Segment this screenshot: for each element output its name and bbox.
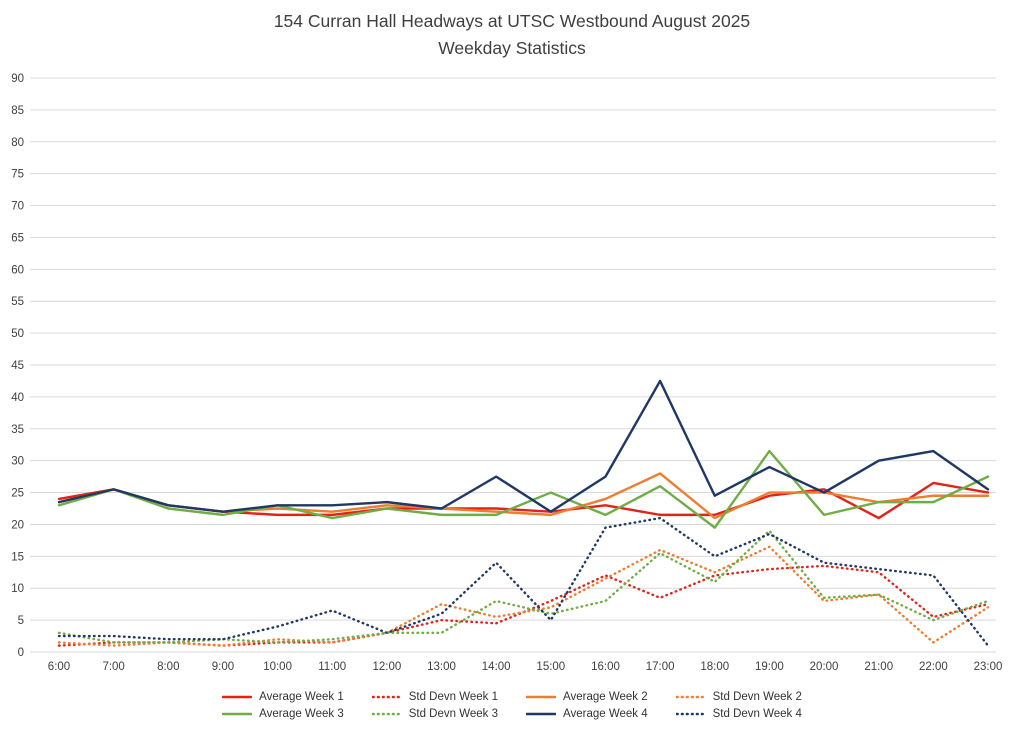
- solid-line-swatch-icon: [222, 695, 253, 699]
- y-axis-tick-label: 70: [11, 201, 24, 213]
- x-axis-tick-label: 10:00: [263, 661, 292, 673]
- series-line-std-devn-week-1: [57, 564, 990, 647]
- chart-title-line2: Weekday Statistics: [438, 38, 586, 59]
- series-line-average-week-3: [57, 449, 990, 529]
- chart-title-line1: 154 Curran Hall Headways at UTSC Westbou…: [273, 11, 751, 31]
- x-axis-tick-label: 12:00: [372, 661, 401, 673]
- x-axis-tick-label: 14:00: [482, 661, 511, 673]
- x-axis-tick-label: 6:00: [48, 661, 70, 673]
- legend-row-2: Average Week 3 Std Devn Week 3 Average Wee…: [222, 708, 802, 720]
- legend-label: Average Week 2: [563, 691, 648, 703]
- y-axis-tick-label: 40: [11, 392, 24, 404]
- legend-item-std-devn-week-3: Std Devn Week 3: [371, 708, 498, 720]
- y-axis-tick-label: 30: [11, 456, 24, 468]
- y-axis-tick-label: 55: [11, 296, 24, 308]
- legend-item-average-week-1: Average Week 1: [222, 691, 344, 703]
- x-axis-tick-label: 19:00: [755, 661, 784, 673]
- legend-item-average-week-3: Average Week 3: [222, 708, 344, 720]
- x-axis-tick-label: 11:00: [318, 661, 346, 673]
- legend-label: Std Devn Week 2: [712, 691, 802, 703]
- dotted-line-swatch-icon: [675, 695, 706, 699]
- legend-label: Std Devn Week 1: [408, 691, 498, 703]
- y-axis-tick-label: 90: [11, 73, 24, 85]
- legend-item-std-devn-week-2: Std Devn Week 2: [675, 691, 802, 703]
- y-axis-tick-label: 85: [11, 105, 24, 117]
- x-axis-tick-label: 13:00: [427, 661, 456, 673]
- legend-label: Average Week 1: [259, 691, 344, 703]
- y-axis-tick-label: 5: [18, 615, 24, 627]
- dotted-line-swatch-icon: [675, 712, 706, 716]
- legend-item-std-devn-week-1: Std Devn Week 1: [371, 691, 498, 703]
- legend: Average Week 1 Std Devn Week 1 Average Wee…: [0, 691, 1024, 720]
- y-axis-tick-label: 35: [11, 424, 24, 436]
- y-axis-tick-label: 15: [11, 551, 24, 563]
- dotted-line-swatch-icon: [371, 695, 402, 699]
- legend-label: Average Week 3: [259, 708, 344, 720]
- x-axis-tick-label: 15:00: [536, 661, 565, 673]
- x-axis-tick-label: 8:00: [157, 661, 179, 673]
- x-axis-tick-label: 9:00: [212, 661, 234, 673]
- x-axis-tick-label: 22:00: [919, 661, 948, 673]
- chart-title: 154 Curran Hall Headways at UTSC Westbou…: [0, 8, 1024, 62]
- y-axis-tick-label: 20: [11, 519, 24, 531]
- legend-item-average-week-2: Average Week 2: [526, 691, 648, 703]
- x-axis-tick-label: 23:00: [974, 661, 1003, 673]
- y-axis-tick-label: 65: [11, 232, 24, 244]
- x-axis-tick-label: 18:00: [700, 661, 729, 673]
- x-axis-tick-label: 17:00: [646, 661, 675, 673]
- y-axis-tick-label: 45: [11, 360, 24, 372]
- legend-item-average-week-4: Average Week 4: [526, 708, 648, 720]
- series-line-std-devn-week-4: [57, 516, 990, 647]
- solid-line-swatch-icon: [526, 712, 556, 716]
- x-axis-tick-label: 7:00: [102, 661, 124, 673]
- solid-line-swatch-icon: [526, 695, 556, 699]
- x-axis-tick-label: 16:00: [591, 661, 620, 673]
- y-axis-tick-label: 25: [11, 488, 24, 500]
- y-axis-tick-label: 80: [11, 137, 24, 149]
- x-axis-tick-label: 21:00: [864, 661, 893, 673]
- series-line-std-devn-week-2: [57, 545, 990, 647]
- y-axis-tick-label: 50: [11, 328, 24, 340]
- legend-item-std-devn-week-4: Std Devn Week 4: [675, 708, 802, 720]
- dotted-line-swatch-icon: [371, 712, 402, 716]
- y-axis-tick-label: 75: [11, 169, 24, 181]
- y-axis-tick-label: 0: [18, 647, 24, 659]
- solid-line-swatch-icon: [222, 712, 253, 716]
- plot-area: 0 5 10 15 20 25 30 35 40 45 50 55 60 65 70 75 80 85 90 6:00…: [11, 73, 1003, 673]
- y-axis-tick-label: 60: [11, 264, 24, 276]
- x-axis-tick-label: 20:00: [810, 661, 839, 673]
- legend-label: Std Devn Week 4: [712, 708, 802, 720]
- series-line-average-week-4: [57, 379, 990, 513]
- legend-row-1: Average Week 1 Std Devn Week 1 Average Wee…: [222, 691, 802, 703]
- legend-label: Std Devn Week 3: [408, 708, 498, 720]
- series-line-std-devn-week-3: [57, 529, 990, 644]
- y-axis-tick-label: 10: [11, 583, 24, 595]
- legend-label: Average Week 4: [563, 708, 648, 720]
